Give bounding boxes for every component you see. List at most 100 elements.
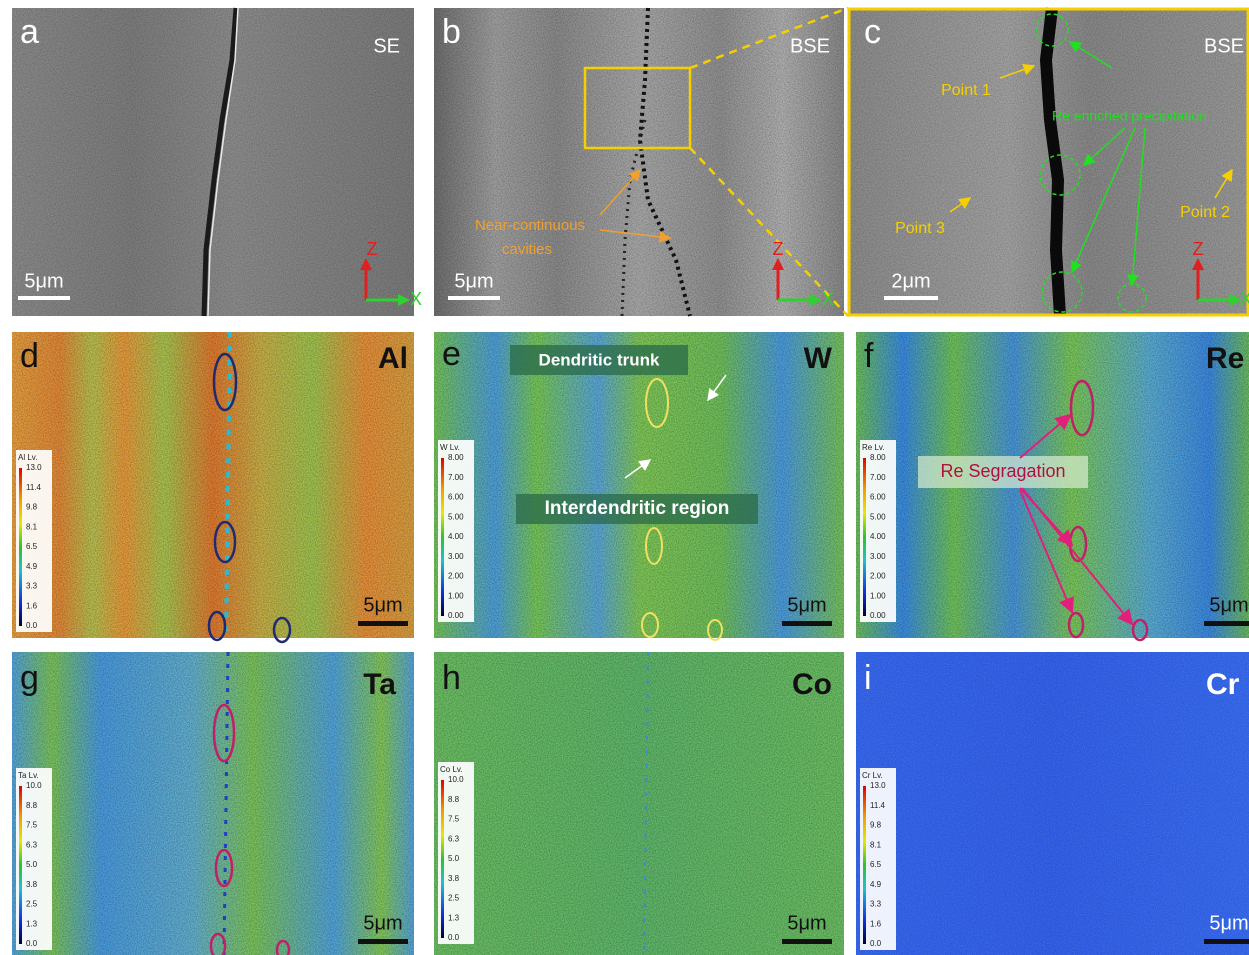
axis-x: X	[410, 289, 422, 309]
scale-bar-label: 5μm	[363, 594, 402, 616]
legend-tick-label: 3.8	[26, 880, 38, 889]
legend-tick-label: 0.0	[26, 621, 38, 630]
legend-tick-label: 5.0	[26, 860, 38, 869]
legend-tick-label: 9.8	[870, 821, 882, 830]
legend-tick-label: 0.00	[448, 611, 464, 620]
legend-tick-label: 1.6	[870, 919, 882, 928]
panel-h	[434, 652, 844, 955]
panel-letter: h	[442, 659, 461, 697]
scale-bar-label: 2μm	[891, 270, 930, 292]
element-label: Co	[792, 668, 832, 701]
legend-tick-label: 1.6	[26, 601, 38, 610]
panel-letter: g	[20, 659, 39, 697]
legend-tick-label: 6.3	[448, 834, 460, 843]
panel-f	[856, 332, 1249, 640]
point-label: Point 1	[941, 82, 991, 99]
element-label: Re	[1206, 342, 1244, 375]
legend-tick-label: 7.00	[870, 473, 886, 482]
panel-letter: i	[864, 659, 872, 697]
legend-tick-label: 13.0	[870, 781, 886, 790]
annotation: Re enriched precipitation	[1052, 108, 1207, 124]
legend-tick-label: 8.1	[870, 840, 882, 849]
element-label: Ta	[363, 668, 396, 701]
legend-tick-label: 8.8	[26, 801, 38, 810]
panel-a	[12, 8, 414, 316]
legend-tick-label: 10.0	[26, 781, 42, 790]
point-label: Point 3	[895, 220, 945, 237]
legend-tick-label: 6.5	[26, 542, 38, 551]
legend-tick-label: 9.8	[26, 503, 38, 512]
legend-title: Co Lv.	[440, 765, 463, 774]
point-label: Point 2	[1180, 204, 1230, 221]
legend-tick-label: 7.5	[448, 815, 460, 824]
legend-bar	[441, 458, 444, 616]
panel-letter: e	[442, 335, 461, 373]
legend-bar	[19, 786, 22, 944]
annotation: Re Segragation	[940, 461, 1065, 481]
scale-bar-label: 5μm	[1209, 912, 1248, 934]
annotation: Interdendritic region	[545, 498, 730, 519]
element-label: W	[804, 342, 833, 375]
panel-e	[434, 332, 844, 640]
legend-title: Ta Lv.	[18, 771, 39, 780]
legend-bar	[863, 786, 866, 944]
axis-x: X	[822, 289, 834, 309]
scale-bar-label: 5μm	[787, 912, 826, 934]
scale-bar-label: 5μm	[1209, 594, 1248, 616]
annotation: cavities	[502, 241, 552, 258]
legend-bar	[863, 458, 866, 616]
annotation: Dendritic trunk	[539, 350, 660, 369]
axis-x: X	[1240, 289, 1249, 309]
annotation: Near-continuous	[475, 217, 585, 234]
legend-tick-label: 7.00	[448, 473, 464, 482]
panel-i	[856, 652, 1249, 955]
imaging-mode: SE	[373, 35, 400, 57]
legend-tick-label: 10.0	[448, 775, 464, 784]
legend-title: Cr Lv.	[862, 771, 883, 780]
legend-tick-label: 1.00	[448, 591, 464, 600]
legend-tick-label: 11.4	[870, 801, 886, 810]
legend-tick-label: 11.4	[26, 483, 42, 492]
axis-z: Z	[367, 239, 378, 259]
legend-tick-label: 3.8	[448, 874, 460, 883]
legend-tick-label: 2.00	[448, 572, 464, 581]
legend-tick-label: 4.00	[870, 532, 886, 541]
scale-bar-label: 5μm	[787, 594, 826, 616]
legend-tick-label: 8.00	[448, 453, 464, 462]
scale-bar-label: 5μm	[24, 270, 63, 292]
figure: a b c d e f g h i SE BSE BSE Al W Re Ta …	[0, 0, 1249, 955]
scale-bar-label: 5μm	[454, 270, 493, 292]
element-label: Al	[378, 342, 408, 375]
legend-tick-label: 5.0	[448, 854, 460, 863]
legend-tick-label: 7.5	[26, 821, 38, 830]
legend-tick-label: 2.5	[26, 900, 38, 909]
axis-z: Z	[1193, 239, 1204, 259]
legend-tick-label: 0.00	[870, 611, 886, 620]
panel-letter: d	[20, 337, 39, 375]
legend-tick-label: 1.3	[448, 913, 460, 922]
panel-letter: a	[20, 13, 39, 51]
legend-tick-label: 6.3	[26, 840, 38, 849]
legend-title: Al Lv.	[18, 453, 37, 462]
legend-tick-label: 13.0	[26, 463, 42, 472]
legend-tick-label: 2.00	[870, 572, 886, 581]
legend-tick-label: 3.00	[448, 552, 464, 561]
legend-tick-label: 4.00	[448, 532, 464, 541]
legend-tick-label: 0.0	[870, 939, 882, 948]
legend-tick-label: 4.9	[26, 562, 38, 571]
legend-tick-label: 0.0	[26, 939, 38, 948]
legend-tick-label: 0.0	[448, 933, 460, 942]
panel-letter: c	[864, 13, 881, 51]
element-label: Cr	[1206, 668, 1240, 701]
legend-bar	[19, 468, 22, 626]
panel-letter: f	[864, 337, 874, 375]
legend-tick-label: 1.3	[26, 919, 38, 928]
legend-tick-label: 8.1	[26, 522, 38, 531]
legend-tick-label: 5.00	[448, 512, 464, 521]
panel-b	[434, 8, 848, 316]
legend-tick-label: 3.3	[870, 900, 882, 909]
legend-tick-label: 3.00	[870, 552, 886, 561]
legend-tick-label: 4.9	[870, 880, 882, 889]
legend-tick-label: 2.5	[448, 894, 460, 903]
scale-bar-label: 5μm	[363, 912, 402, 934]
